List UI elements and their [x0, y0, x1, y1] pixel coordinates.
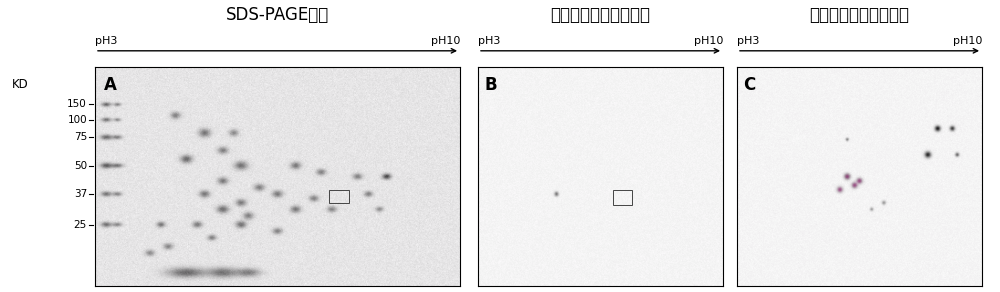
Text: pH10: pH10	[694, 36, 723, 46]
Text: pH10: pH10	[431, 36, 460, 46]
Text: pH10: pH10	[953, 36, 982, 46]
Text: KD: KD	[12, 78, 28, 91]
Text: pH3: pH3	[95, 36, 117, 46]
Text: 75: 75	[74, 132, 87, 142]
Text: 150: 150	[67, 99, 87, 110]
Text: 蛋白印迹（正常血清）: 蛋白印迹（正常血清）	[810, 6, 910, 24]
Bar	[329, 190, 349, 203]
Text: pH3: pH3	[737, 36, 759, 46]
Text: B: B	[484, 76, 497, 94]
Text: A: A	[104, 76, 117, 94]
Bar	[613, 190, 632, 205]
Text: 25: 25	[74, 220, 87, 230]
Text: C: C	[743, 76, 755, 94]
Text: SDS-PAGE电泳: SDS-PAGE电泳	[226, 6, 329, 24]
Text: pH3: pH3	[478, 36, 500, 46]
Text: 100: 100	[67, 115, 87, 125]
Text: 37: 37	[74, 189, 87, 199]
Text: 蛋白印迹（肺癌血清）: 蛋白印迹（肺癌血清）	[550, 6, 650, 24]
Text: 50: 50	[74, 161, 87, 171]
